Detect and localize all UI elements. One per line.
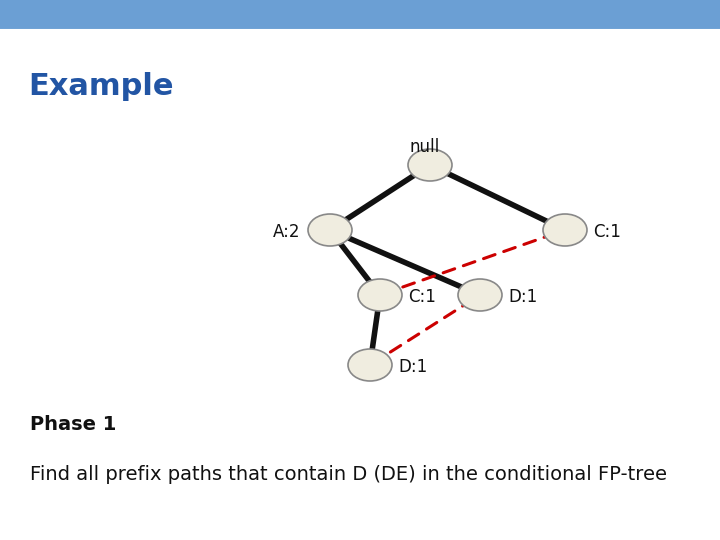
Text: Example: Example [28,72,174,100]
Text: Phase 1: Phase 1 [30,415,117,434]
Text: null: null [410,138,440,156]
Text: A:2: A:2 [272,223,300,241]
Text: D:1: D:1 [508,288,537,306]
Bar [0,0,720,30]
Ellipse shape [348,349,392,381]
Text: C:1: C:1 [593,223,621,241]
Text: Find all prefix paths that contain D (DE) in the conditional FP-tree: Find all prefix paths that contain D (DE… [30,465,667,484]
Ellipse shape [458,279,502,311]
Text: C:1: C:1 [408,288,436,306]
Ellipse shape [543,214,587,246]
Text: D:1: D:1 [398,358,427,376]
Ellipse shape [358,279,402,311]
Ellipse shape [308,214,352,246]
Ellipse shape [408,149,452,181]
